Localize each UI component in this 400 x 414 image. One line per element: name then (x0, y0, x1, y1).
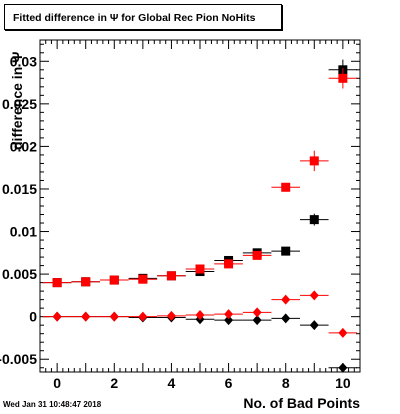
data-point-square (166, 271, 176, 281)
x-tick-label: 2 (110, 375, 118, 391)
y-tick-label: 0 (29, 309, 37, 325)
data-point-diamond (338, 327, 348, 338)
data-point-square (281, 182, 291, 192)
x-tick-label: 4 (168, 375, 176, 391)
data-point-square (252, 250, 262, 260)
x-tick-label: 6 (225, 375, 233, 391)
data-point-diamond (309, 320, 319, 331)
y-tick-label: 0.02 (10, 138, 37, 154)
data-point-diamond (195, 309, 205, 320)
chart-title: Fitted difference in Ψ for Global Rec Pi… (13, 12, 256, 24)
y-tick-label: 0.005 (2, 266, 37, 282)
title-box: Fitted difference in Ψ for Global Rec Pi… (4, 4, 282, 30)
data-point-square (281, 246, 291, 256)
x-tick-label: 8 (282, 375, 290, 391)
y-tick-label: 0.025 (2, 96, 37, 112)
data-point-square (338, 73, 348, 83)
data-point-diamond (109, 311, 119, 322)
y-axis-title: difference in Ψ (9, 51, 25, 150)
data-point-square (309, 215, 319, 225)
data-point-square (309, 156, 319, 166)
data-point-square (109, 275, 119, 285)
data-point-square (52, 278, 62, 288)
data-point-diamond (252, 315, 262, 326)
x-tick-label: 10 (335, 375, 351, 391)
data-point-square (138, 274, 148, 284)
y-tick-label: 0.015 (2, 181, 37, 197)
data-point-diamond (281, 313, 291, 324)
data-point-square (81, 277, 91, 287)
data-point-diamond (224, 309, 234, 320)
y-tick-label: 0.03 (10, 53, 37, 69)
y-tick-label: 0.01 (10, 224, 37, 240)
x-axis-title: No. of Bad Points (243, 395, 360, 411)
y-tick-label: -0.005 (0, 351, 37, 367)
data-point-diamond (166, 310, 176, 321)
data-point-diamond (224, 315, 234, 326)
data-point-square (224, 259, 234, 269)
data-point-diamond (52, 311, 62, 322)
data-point-diamond (338, 362, 348, 373)
x-tick-label: 0 (53, 375, 61, 391)
data-point-square (195, 264, 205, 274)
footer-date: Wed Jan 31 10:48:47 2018 (3, 400, 102, 409)
data-point-diamond (281, 294, 291, 305)
data-point-diamond (81, 311, 91, 322)
data-point-diamond (309, 290, 319, 301)
data-point-diamond (138, 311, 148, 322)
data-point-diamond (252, 307, 262, 318)
